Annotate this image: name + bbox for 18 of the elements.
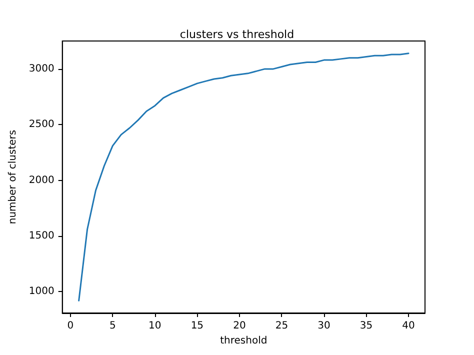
x-tick-label: 10 <box>148 320 162 332</box>
y-axis-title: number of clusters <box>8 130 18 224</box>
y-tick-label: 2500 <box>28 119 54 130</box>
y-tick-label: 3000 <box>28 63 54 74</box>
x-tick-label: 15 <box>190 320 204 332</box>
line-series <box>78 52 410 302</box>
x-tick-label: 30 <box>318 320 330 332</box>
x-tick-label: 40 <box>402 320 415 332</box>
y-tick-label: 1500 <box>28 230 54 242</box>
y-tick-label: 2000 <box>28 174 54 186</box>
x-tick-label: 20 <box>233 320 246 332</box>
x-axis-title: threshold <box>220 335 268 346</box>
x-tick-label: 5 <box>109 320 116 332</box>
x-tick-label: 25 <box>275 320 288 332</box>
y-tick-label: 1000 <box>28 286 54 298</box>
x-tick-label: 35 <box>360 320 373 332</box>
chart-title: clusters vs threshold <box>180 28 294 41</box>
x-tick-label: 0 <box>67 320 74 332</box>
